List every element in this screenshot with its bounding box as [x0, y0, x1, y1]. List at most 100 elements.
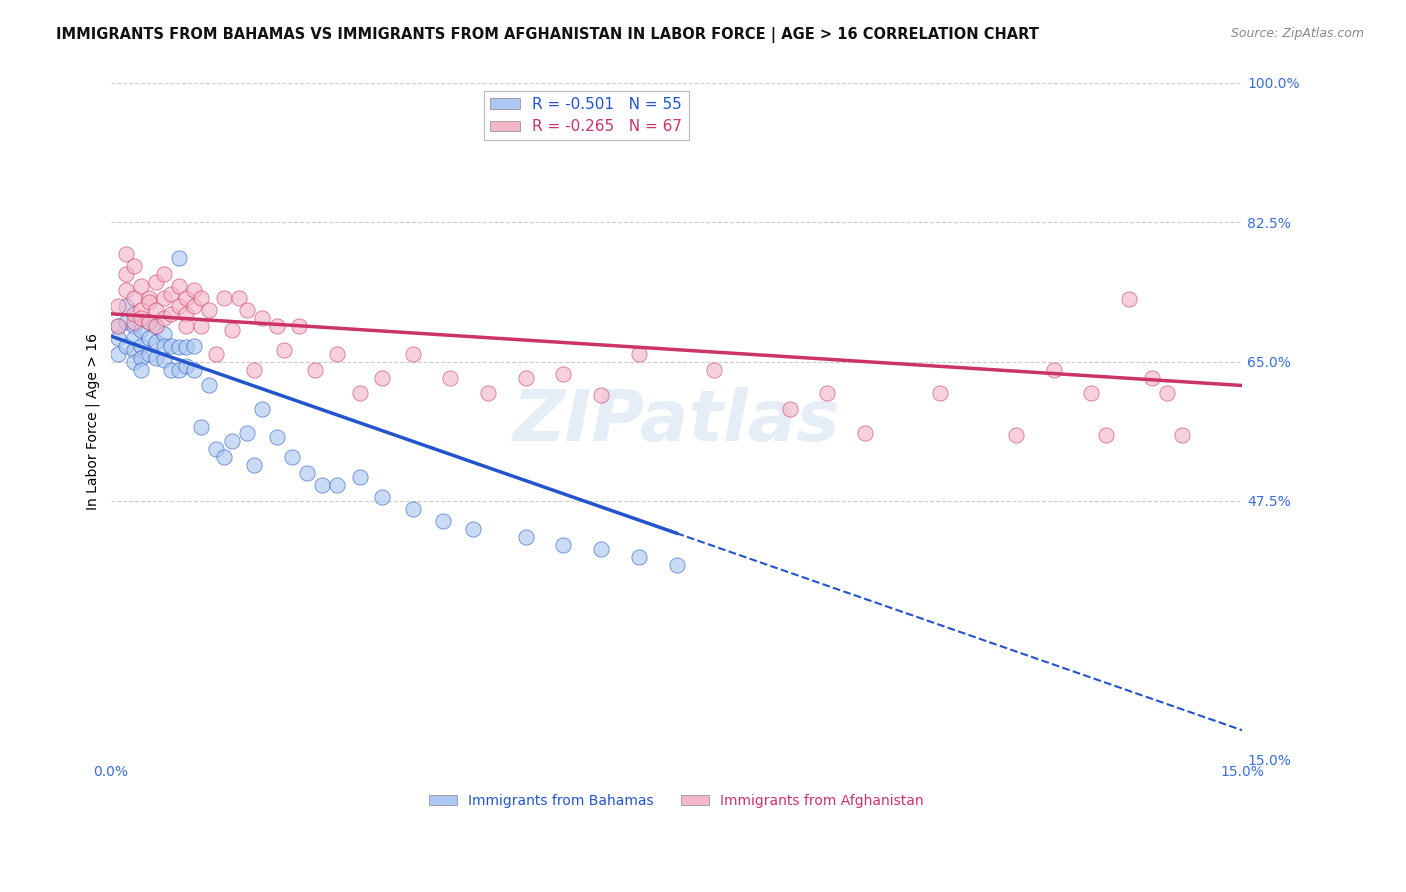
Point	[122, 307, 145, 321]
Point	[122, 259, 145, 273]
Point	[235, 302, 257, 317]
Point	[212, 450, 235, 464]
Point	[627, 549, 650, 564]
Point	[221, 323, 243, 337]
Point	[129, 310, 152, 325]
Point	[591, 541, 613, 556]
Point	[853, 426, 876, 441]
Point	[349, 470, 371, 484]
Point	[115, 247, 138, 261]
Point	[198, 302, 221, 317]
Point	[190, 318, 212, 333]
Point	[145, 318, 167, 333]
Point	[176, 291, 198, 305]
Point	[591, 388, 613, 402]
Point	[122, 343, 145, 357]
Point	[122, 354, 145, 368]
Point	[107, 331, 129, 345]
Point	[115, 299, 138, 313]
Point	[1042, 362, 1064, 376]
Point	[115, 315, 138, 329]
Point	[167, 251, 190, 265]
Point	[115, 267, 138, 281]
Point	[1140, 370, 1163, 384]
Point	[183, 339, 205, 353]
Point	[273, 343, 295, 357]
Point	[183, 362, 205, 376]
Point	[129, 351, 152, 365]
Point	[1095, 427, 1118, 442]
Point	[228, 291, 250, 305]
Point	[515, 370, 537, 384]
Point	[160, 362, 183, 376]
Point	[145, 334, 167, 349]
Point	[145, 275, 167, 289]
Point	[107, 299, 129, 313]
Point	[152, 339, 174, 353]
Point	[167, 340, 190, 354]
Point	[145, 351, 167, 365]
Point	[183, 283, 205, 297]
Point	[326, 478, 349, 492]
Point	[703, 362, 725, 376]
Point	[295, 466, 318, 480]
Point	[122, 291, 145, 305]
Point	[929, 386, 952, 401]
Point	[432, 514, 454, 528]
Point	[1156, 386, 1178, 401]
Text: Source: ZipAtlas.com: Source: ZipAtlas.com	[1230, 27, 1364, 40]
Point	[190, 420, 212, 434]
Point	[145, 302, 167, 317]
Point	[138, 315, 160, 329]
Point	[160, 287, 183, 301]
Point	[176, 359, 198, 373]
Point	[326, 346, 349, 360]
Point	[304, 362, 326, 376]
Point	[152, 353, 174, 368]
Point	[243, 362, 266, 376]
Point	[167, 299, 190, 313]
Point	[138, 346, 160, 360]
Point	[371, 370, 394, 384]
Text: IMMIGRANTS FROM BAHAMAS VS IMMIGRANTS FROM AFGHANISTAN IN LABOR FORCE | AGE > 16: IMMIGRANTS FROM BAHAMAS VS IMMIGRANTS FR…	[56, 27, 1039, 43]
Point	[281, 450, 304, 464]
Point	[250, 310, 273, 325]
Point	[138, 291, 160, 305]
Point	[122, 318, 145, 333]
Point	[115, 339, 138, 353]
Point	[138, 294, 160, 309]
Point	[553, 538, 575, 552]
Point	[107, 346, 129, 360]
Point	[553, 367, 575, 381]
Point	[129, 339, 152, 353]
Point	[212, 291, 235, 305]
Point	[138, 315, 160, 329]
Point	[183, 299, 205, 313]
Point	[779, 402, 801, 417]
Point	[198, 378, 221, 392]
Point	[160, 339, 183, 353]
Point	[167, 362, 190, 376]
Point	[266, 430, 288, 444]
Point	[311, 478, 333, 492]
Point	[145, 318, 167, 333]
Point	[167, 279, 190, 293]
Point	[1005, 427, 1028, 442]
Point	[107, 318, 129, 333]
Point	[205, 442, 228, 457]
Point	[152, 310, 174, 325]
Point	[235, 426, 257, 441]
Point	[176, 307, 198, 321]
Point	[1080, 386, 1102, 401]
Point	[665, 558, 688, 572]
Point	[122, 331, 145, 345]
Point	[243, 458, 266, 472]
Point	[627, 346, 650, 360]
Text: ZIPatlas: ZIPatlas	[513, 387, 841, 456]
Point	[401, 346, 423, 360]
Point	[160, 307, 183, 321]
Point	[115, 283, 138, 297]
Point	[477, 386, 499, 401]
Point	[401, 502, 423, 516]
Point	[129, 362, 152, 376]
